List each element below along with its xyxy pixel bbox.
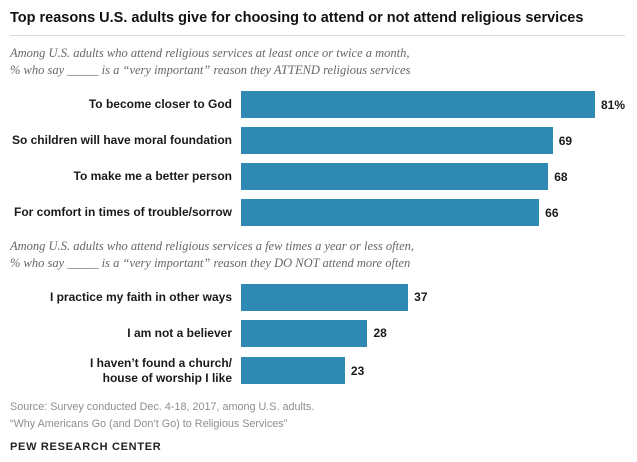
bar-row: To make me a better person 68 [10,163,625,191]
bar [241,319,368,347]
bar-row: I haven’t found a church/ house of worsh… [10,356,625,386]
category-label: To become closer to God [88,97,232,112]
title-divider [10,35,625,37]
chart-section-2: Among U.S. adults who attend religious s… [10,238,625,386]
chart-subtitle: Among U.S. adults who attend religious s… [10,239,415,271]
page-title: Top reasons U.S. adults give for choosin… [10,10,584,26]
pew-research-center-brand: PEW RESEARCH CENTER [10,441,162,454]
bar-row: I am not a believer 28 [10,319,625,347]
bar-track: 28 [241,319,625,347]
bar [241,199,540,227]
source-block: Source: Survey conducted Dec. 4-18, 2017… [10,399,625,432]
source-line-1: Source: Survey conducted Dec. 4-18, 2017… [10,400,315,413]
value-label: 66 [545,205,559,220]
bar [241,91,595,119]
bar [241,357,345,385]
value-label: 68 [554,169,568,184]
bar-track: 69 [241,127,625,155]
bar [241,127,553,155]
bar-track: 81% [241,91,625,119]
bar-track: 68 [241,163,625,191]
value-label: 81% [600,97,625,112]
bar-track: 37 [241,283,625,311]
category-label: I haven’t found a church/ house of worsh… [89,355,232,385]
category-label: I am not a believer [127,325,232,340]
value-label: 37 [414,290,428,305]
chart-section-1: Among U.S. adults who attend religious s… [10,45,625,227]
value-label: 69 [558,133,573,148]
value-label: 28 [373,326,387,341]
category-label: For comfort in times of trouble/sorrow [13,205,232,220]
source-line-2: “Why Americans Go (and Don’t Go) to Reli… [10,417,288,430]
category-label: So children will have moral foundation [11,133,232,148]
bar-row: For comfort in times of trouble/sorrow 66 [10,199,625,227]
bar-row: To become closer to God 81% [10,91,625,119]
charts-container: Among U.S. adults who attend religious s… [10,45,625,386]
chart-subtitle: Among U.S. adults who attend religious s… [10,46,411,78]
bar-track: 23 [241,357,625,385]
bar-row: I practice my faith in other ways 37 [10,283,625,311]
category-label: I practice my faith in other ways [49,289,232,304]
value-label: 23 [350,363,365,378]
bar [241,163,549,191]
bar [241,283,409,311]
category-label: To make me a better person [73,169,233,184]
bar-track: 66 [241,199,625,227]
bar-row: So children will have moral foundation 69 [10,127,625,155]
